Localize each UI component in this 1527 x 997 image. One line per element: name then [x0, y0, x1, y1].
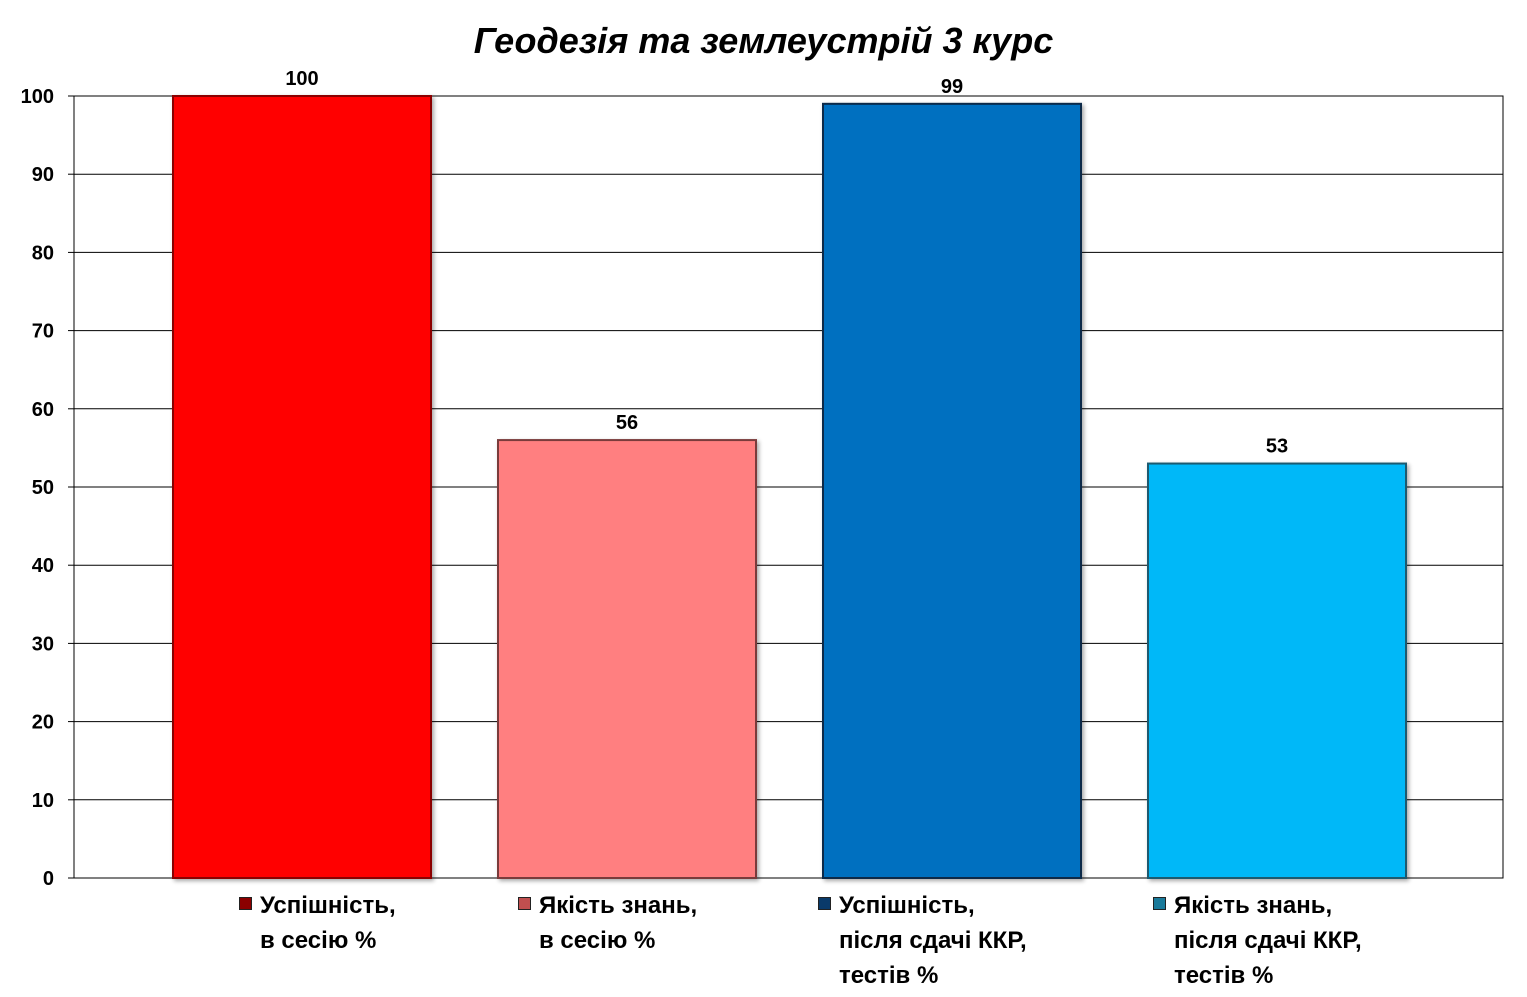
legend-item-4: Якість знань, після сдачі ККР, тестів %	[1153, 888, 1362, 993]
y-axis: 0 10 20 30 40 50 60 70 80 90 100	[21, 86, 74, 890]
y-tick-label-100: 100	[21, 86, 54, 108]
y-tick-label-0: 0	[43, 868, 54, 890]
y-tick-label-70: 70	[32, 321, 54, 343]
value-label-1: 100	[285, 68, 318, 90]
chart-title: Геодезія та землеустрій 3 курс	[473, 20, 1054, 61]
y-tick-label-40: 40	[32, 555, 54, 577]
legend-label-4: Якість знань, після сдачі ККР, тестів %	[1174, 892, 1362, 989]
value-labels: 100 56 99 53	[285, 68, 1288, 458]
legend: Успішність, в сесію % Якість знань, в сес…	[0, 888, 1527, 997]
bar-4	[1147, 462, 1407, 879]
legend-swatch-3	[818, 897, 831, 910]
value-label-2: 56	[616, 412, 638, 434]
legend-item-3: Успішність, після сдачі ККР, тестів %	[818, 888, 1027, 993]
y-tick-label-50: 50	[32, 477, 54, 499]
legend-swatch-1	[239, 897, 252, 910]
bar-1	[172, 95, 432, 879]
legend-label-3: Успішність, після сдачі ККР, тестів %	[839, 892, 1027, 989]
bar-2	[497, 439, 757, 879]
y-tick-label-80: 80	[32, 242, 54, 264]
y-tick-label-20: 20	[32, 712, 54, 734]
bar-3	[822, 102, 1082, 879]
y-tick-label-10: 10	[32, 790, 54, 812]
y-tick-label-60: 60	[32, 399, 54, 421]
legend-swatch-4	[1153, 897, 1166, 910]
y-tick-label-90: 90	[32, 164, 54, 186]
value-label-4: 53	[1266, 436, 1288, 458]
legend-item-2: Якість знань, в сесію %	[518, 888, 697, 958]
bars	[172, 95, 1407, 879]
legend-label-2: Якість знань, в сесію %	[539, 892, 698, 954]
y-tick-label-30: 30	[32, 633, 54, 655]
value-label-3: 99	[941, 76, 963, 98]
legend-swatch-2	[518, 897, 531, 910]
legend-label-1: Успішність, в сесію %	[260, 892, 396, 954]
legend-item-1: Успішність, в сесію %	[239, 888, 396, 958]
